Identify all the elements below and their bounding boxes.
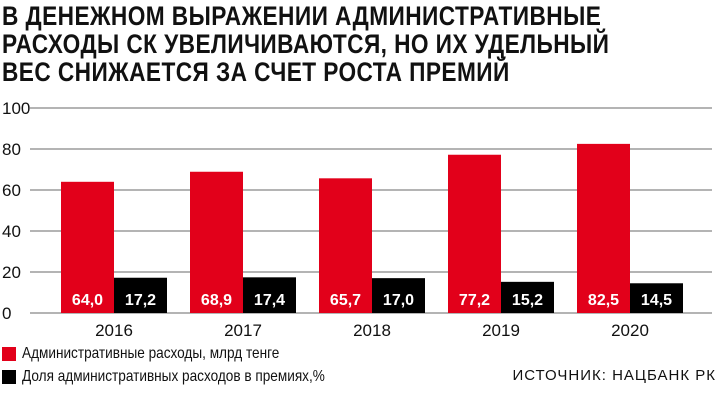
x-tick-label: 2016 [95, 321, 133, 340]
data-label: 17,0 [383, 292, 414, 309]
y-tick-label: 80 [2, 140, 21, 159]
title-line-2: РАСХОДЫ СК УВЕЛИЧИВАЮТСЯ, НО ИХ УДЕЛЬНЫЙ [2, 29, 610, 59]
chart-title: В ДЕНЕЖНОМ ВЫРАЖЕНИИ АДМИНИСТРАТИВНЫЕ РА… [2, 2, 720, 86]
y-tick-label: 100 [2, 99, 30, 118]
legend-swatch-black [2, 370, 16, 384]
bar-admin-expenses-2018 [319, 178, 372, 313]
legend-item-admin-expenses: Административные расходы, млрд тенге [2, 345, 325, 363]
bar-admin-expenses-2019 [448, 154, 501, 313]
y-tick-label: 0 [2, 304, 11, 323]
data-label: 14,5 [641, 292, 672, 309]
bar-admin-share-2019 [501, 281, 554, 313]
data-label: 65,7 [330, 292, 361, 309]
bar-admin-expenses-2020 [577, 143, 630, 313]
y-tick-label: 60 [2, 181, 21, 200]
title-line-3: ВЕС СНИЖАЕТСЯ ЗА СЧЕТ РОСТА ПРЕМИЙ [2, 57, 510, 87]
legend-item-admin-share: Доля административных расходов в премиях… [2, 368, 378, 386]
legend-label: Доля административных расходов в премиях… [22, 368, 325, 385]
bar-admin-share-2020 [630, 283, 683, 313]
bar-admin-share-2018 [372, 278, 425, 313]
data-label: 77,2 [459, 292, 490, 309]
source-note: ИСТОЧНИК: НАЦБАНК РК [512, 367, 716, 384]
data-label: 17,2 [125, 292, 156, 309]
x-tick-label: 2020 [611, 321, 649, 340]
bar-admin-share-2016 [114, 277, 167, 313]
legend-swatch-red [2, 347, 16, 361]
data-label: 82,5 [588, 292, 619, 309]
x-tick-label: 2018 [353, 321, 391, 340]
x-tick-label: 2019 [482, 321, 520, 340]
y-tick-label: 20 [2, 263, 21, 282]
bar-admin-expenses-2016 [61, 181, 114, 313]
data-label: 64,0 [72, 292, 103, 309]
data-label: 17,4 [254, 292, 285, 309]
y-tick-label: 40 [2, 222, 21, 241]
data-label: 15,2 [512, 292, 543, 309]
bar-admin-share-2017 [243, 277, 296, 313]
bar-admin-expenses-2017 [190, 171, 243, 313]
x-tick-label: 2017 [224, 321, 262, 340]
title-line-1: В ДЕНЕЖНОМ ВЫРАЖЕНИИ АДМИНИСТРАТИВНЫЕ [2, 1, 602, 31]
data-label: 68,9 [201, 292, 232, 309]
legend-label: Административные расходы, млрд тенге [22, 345, 280, 362]
